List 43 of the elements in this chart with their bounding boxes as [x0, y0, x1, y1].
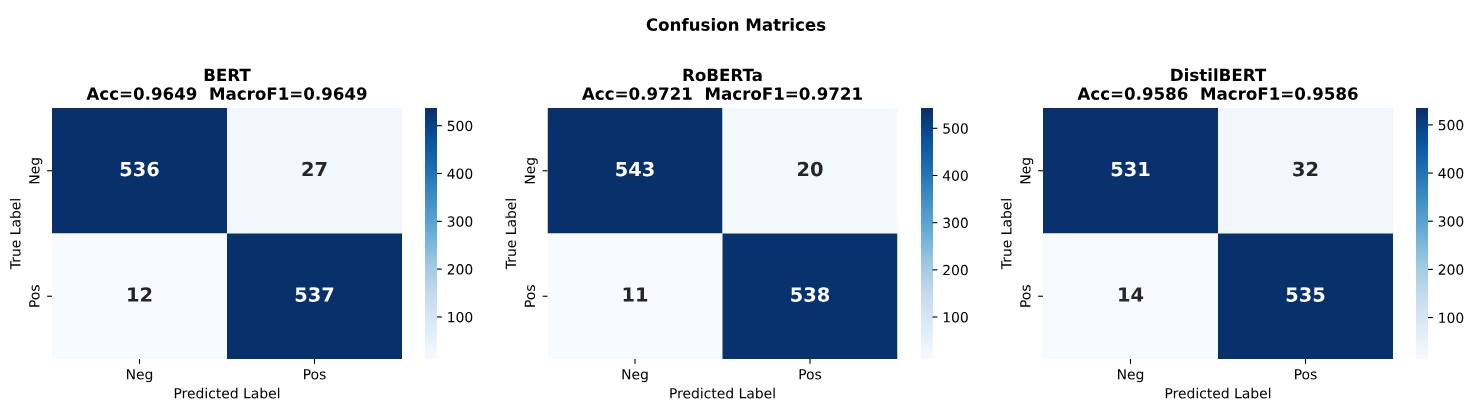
- color-bar-label: 400: [1438, 168, 1464, 179]
- x-axis-title: Predicted Label: [670, 387, 775, 399]
- y-axis-title: True Label: [505, 199, 517, 270]
- color-bar-label: 300: [447, 216, 473, 227]
- data-label: 12: [128, 287, 152, 302]
- x-axis-title: Predicted Label: [174, 387, 280, 399]
- color-bar-label: 100: [1439, 312, 1464, 324]
- color-bar-label: 500: [943, 123, 968, 134]
- x-tick-label: Pos: [304, 369, 326, 380]
- color-bar-label: 100: [943, 311, 968, 323]
- text: Confusion Matrices: [646, 18, 826, 31]
- y-axis-title: True Label: [9, 199, 21, 270]
- color-bar-label: 500: [447, 120, 473, 132]
- data-label: 14: [1119, 287, 1144, 302]
- color-bar-label: 400: [942, 170, 968, 181]
- color-bar-label: 500: [1438, 119, 1464, 131]
- data-label: 537: [295, 287, 334, 302]
- color-bar-label: 400: [447, 168, 473, 179]
- data-label: 535: [1286, 287, 1325, 302]
- color-bar-label: 100: [448, 311, 473, 323]
- data-label: 27: [302, 161, 327, 177]
- x-tick-label: Neg: [126, 369, 153, 383]
- data-label: 543: [616, 161, 654, 177]
- x-axis-title: Predicted Label: [1165, 387, 1271, 399]
- data-label: 538: [791, 287, 830, 302]
- data-label: 32: [1293, 161, 1318, 177]
- x-tick-label: Pos: [1295, 369, 1317, 380]
- x-tick-label: Neg: [1117, 369, 1144, 383]
- color-bar-label: 200: [1438, 264, 1464, 275]
- color-bar-label: 200: [943, 264, 968, 276]
- color-bar-label: 300: [1438, 216, 1464, 227]
- x-tick-label: Pos: [799, 369, 822, 380]
- color-bar-label: 300: [943, 217, 968, 229]
- chart-title: RoBERTa Acc=0.9721 MacroF1=0.9721: [581, 68, 862, 100]
- y-axis-title: True Label: [1000, 199, 1012, 270]
- x-tick-label: Neg: [622, 369, 648, 383]
- data-label: 531: [1111, 161, 1150, 177]
- color-bar-label: 200: [447, 264, 473, 275]
- data-label: 536: [120, 161, 159, 177]
- chart-title: DistilBERT Acc=0.9586 MacroF1=0.9586: [1077, 68, 1358, 100]
- data-label: 20: [798, 161, 823, 177]
- data-label: 11: [623, 287, 648, 302]
- chart-title: BERT Acc=0.9649 MacroF1=0.9649: [86, 68, 367, 100]
